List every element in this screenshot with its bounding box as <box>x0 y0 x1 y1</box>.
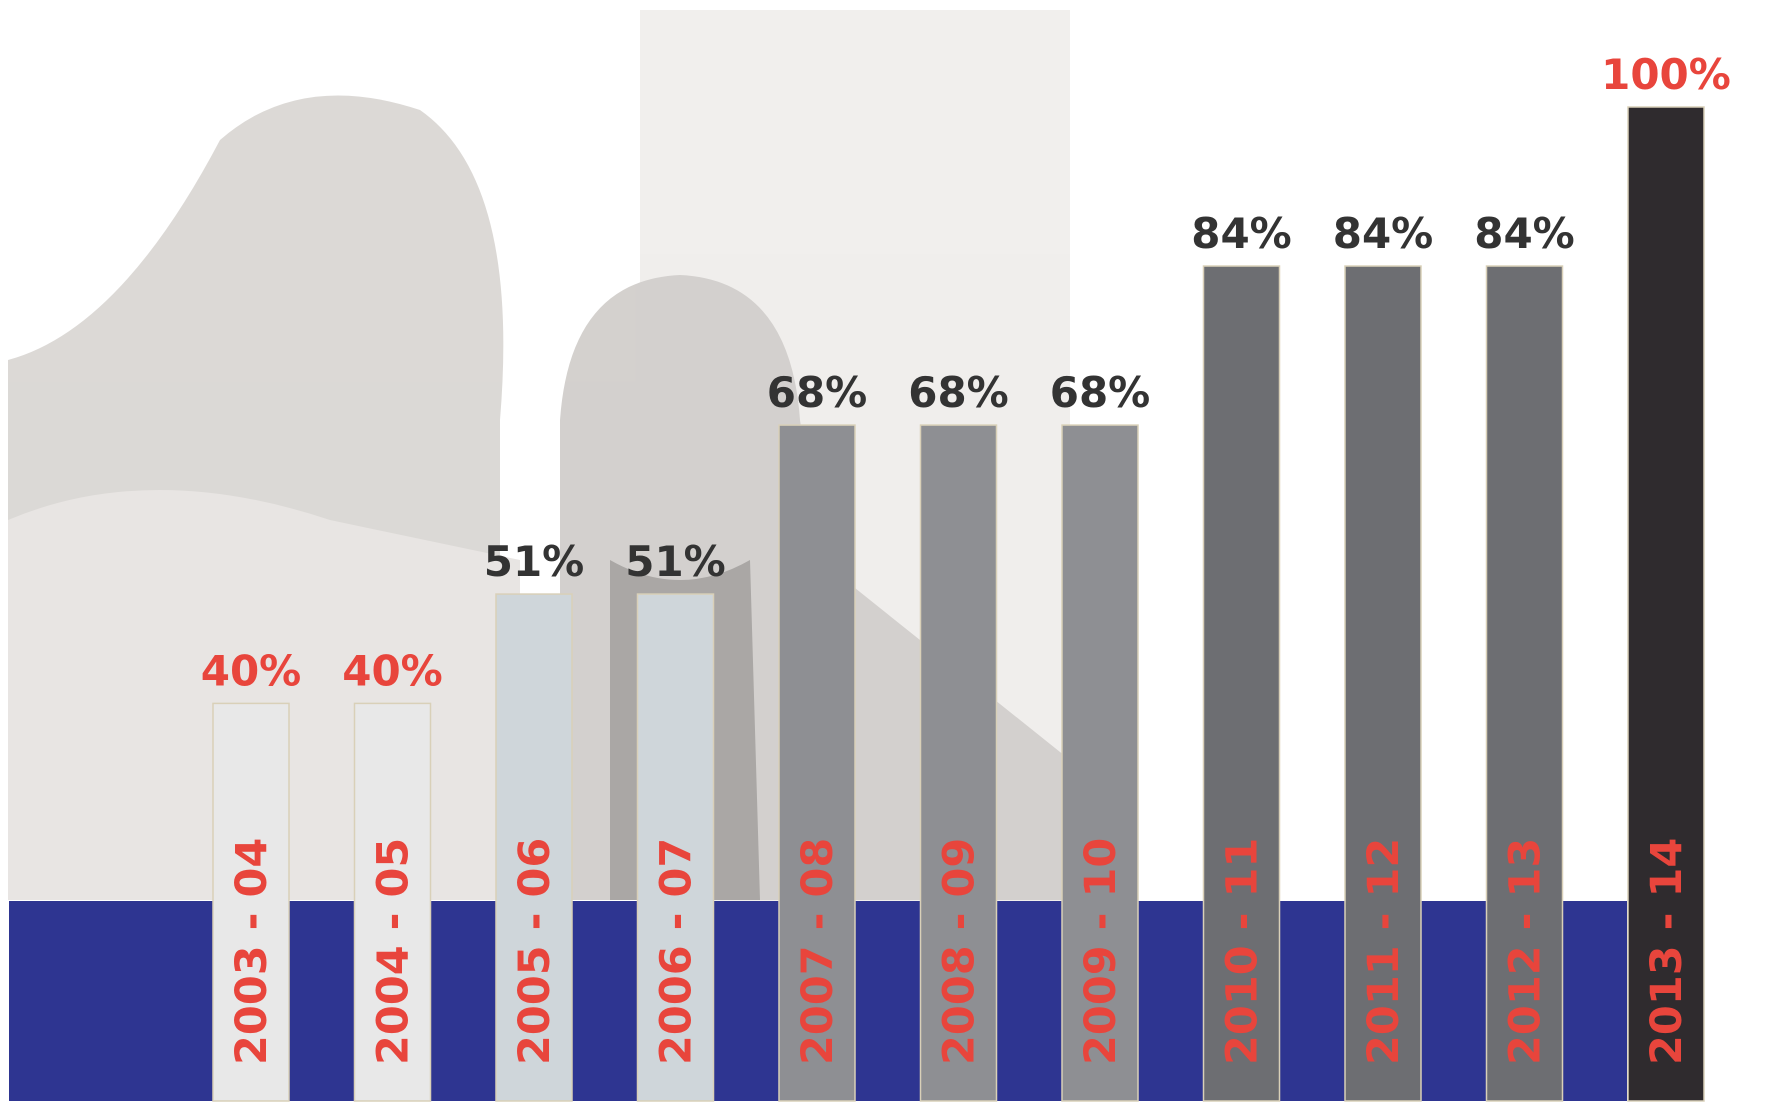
chart: 40% 2003 - 04 40% 2004 - 05 51% 2005 - 06 51% 2… <box>0 0 1771 1103</box>
value-label: 68% <box>1050 368 1151 417</box>
category-label: 2007 - 08 <box>793 838 843 1065</box>
category-label: 2009 - 10 <box>1076 838 1126 1065</box>
value-label: 84% <box>1474 209 1575 258</box>
category-label: 2011 - 12 <box>1359 838 1409 1065</box>
category-label: 2008 - 09 <box>935 838 985 1065</box>
value-label: 68% <box>767 368 868 417</box>
value-label: 68% <box>908 368 1009 417</box>
category-label: 2006 - 07 <box>652 838 702 1065</box>
value-label: 40% <box>201 646 302 695</box>
value-label: 100% <box>1601 50 1731 99</box>
category-label: 2012 - 13 <box>1501 838 1551 1065</box>
value-label: 40% <box>342 646 443 695</box>
value-label: 84% <box>1333 209 1434 258</box>
value-label: 51% <box>625 537 726 586</box>
category-label: 2003 - 04 <box>227 838 277 1065</box>
category-label: 2005 - 06 <box>510 838 560 1065</box>
value-label: 84% <box>1191 209 1292 258</box>
category-label: 2004 - 05 <box>369 838 419 1065</box>
category-label: 2013 - 14 <box>1642 838 1692 1065</box>
category-label: 2010 - 11 <box>1218 838 1268 1065</box>
value-label: 51% <box>484 537 585 586</box>
